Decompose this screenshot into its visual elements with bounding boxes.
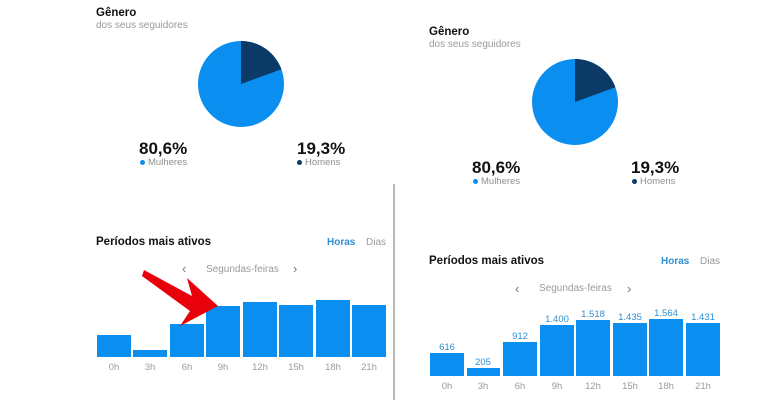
- bar-3h: [133, 350, 167, 357]
- red-arrow-icon: [142, 270, 218, 326]
- tab-days[interactable]: Dias: [366, 237, 387, 248]
- women-label: Mulheres: [481, 176, 521, 187]
- active-periods-title: Períodos mais ativos: [429, 255, 545, 267]
- bar-9h: [540, 325, 574, 376]
- bar-value: 205: [475, 357, 491, 368]
- gender-pie-chart: [532, 59, 618, 145]
- x-label: 9h: [217, 362, 229, 373]
- x-label: 3h: [144, 362, 156, 373]
- tab-hours[interactable]: Horas: [661, 256, 690, 267]
- gender-title: Gênero: [96, 7, 137, 19]
- bar-value: 1.435: [618, 312, 642, 323]
- tab-hours[interactable]: Horas: [327, 237, 356, 248]
- bar-15h: [613, 323, 647, 376]
- men-percentage: 19,3%: [297, 139, 346, 158]
- bar-12h: [576, 320, 610, 376]
- bar-6h: [170, 324, 204, 357]
- bar-12h: [243, 302, 277, 357]
- women-dot-icon: [140, 160, 145, 165]
- men-dot-icon: [297, 160, 302, 165]
- bar-value: 1.564: [654, 308, 678, 319]
- bar-value: 1.431: [691, 312, 715, 323]
- men-label: Homens: [640, 176, 676, 187]
- x-label: 21h: [695, 381, 711, 392]
- x-label: 6h: [181, 362, 193, 373]
- women-legend: Mulheres: [140, 157, 187, 168]
- women-legend: Mulheres: [473, 176, 520, 187]
- tab-days[interactable]: Dias: [700, 256, 721, 267]
- bar-3h: [467, 368, 500, 376]
- bar-value: 912: [512, 331, 528, 342]
- women-label: Mulheres: [148, 157, 188, 168]
- x-label: 18h: [325, 362, 341, 373]
- bar-18h: [649, 319, 683, 376]
- men-legend: Homens: [632, 176, 675, 187]
- active-periods-title: Períodos mais ativos: [96, 236, 212, 248]
- women-percentage: 80,6%: [139, 139, 188, 158]
- x-label: 18h: [658, 381, 674, 392]
- day-selector-label: Segundas-feiras: [539, 283, 612, 294]
- bar-6h: [503, 342, 537, 376]
- gender-subtitle: dos seus seguidores: [96, 20, 188, 31]
- gender-pie-chart: [198, 41, 284, 127]
- chevron-right-icon[interactable]: ›: [293, 261, 298, 276]
- men-legend: Homens: [297, 157, 340, 168]
- women-percentage: 80,6%: [472, 158, 521, 177]
- chevron-left-icon[interactable]: ‹: [182, 261, 187, 276]
- bar-18h: [316, 300, 350, 357]
- bar-value: 1.518: [581, 309, 605, 320]
- x-label: 21h: [361, 362, 377, 373]
- chevron-right-icon[interactable]: ›: [627, 281, 632, 296]
- gender-subtitle: dos seus seguidores: [429, 39, 521, 50]
- x-label: 6h: [514, 381, 526, 392]
- x-label: 12h: [585, 381, 601, 392]
- men-percentage: 19,3%: [631, 158, 680, 177]
- x-label: 3h: [477, 381, 489, 392]
- x-label: 0h: [108, 362, 120, 373]
- bar-value: 616: [439, 342, 455, 353]
- day-selector-label: Segundas-feiras: [206, 264, 279, 275]
- men-label: Homens: [305, 157, 341, 168]
- bar-0h: [97, 335, 131, 357]
- bar-9h: [206, 306, 240, 357]
- x-label: 9h: [551, 381, 563, 392]
- bar-0h: [430, 353, 464, 376]
- x-label: 15h: [622, 381, 638, 392]
- gender-title: Gênero: [429, 26, 470, 38]
- women-dot-icon: [473, 179, 478, 184]
- men-dot-icon: [632, 179, 637, 184]
- bar-15h: [279, 305, 313, 357]
- bar-value: 1.400: [545, 314, 569, 325]
- bar-21h: [686, 323, 720, 376]
- x-label: 0h: [441, 381, 453, 392]
- bar-21h: [352, 305, 386, 357]
- panel-divider: [393, 184, 395, 400]
- x-label: 12h: [252, 362, 268, 373]
- chevron-left-icon[interactable]: ‹: [515, 281, 520, 296]
- x-label: 15h: [288, 362, 304, 373]
